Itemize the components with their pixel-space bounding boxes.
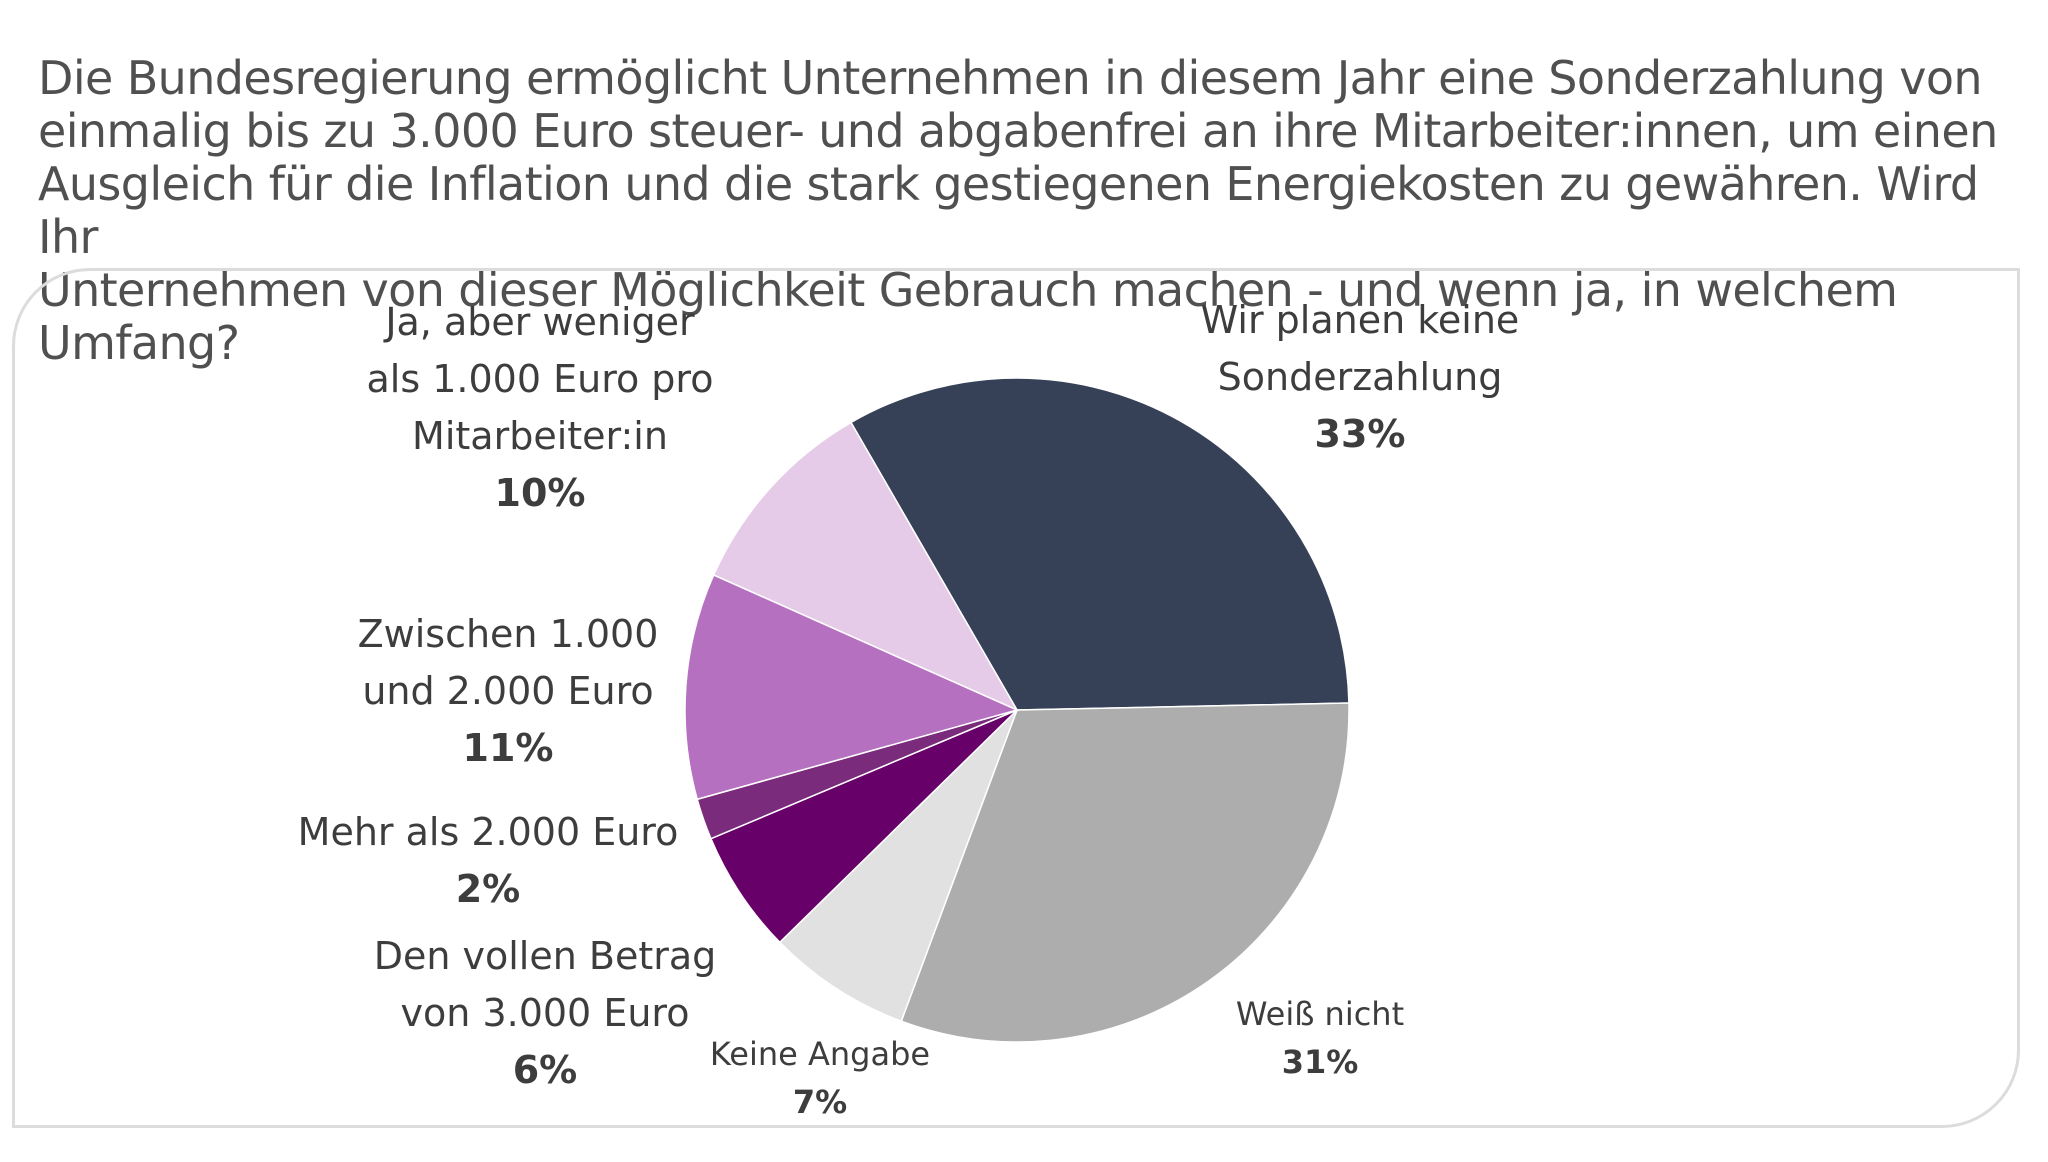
slice-percent: 6% xyxy=(512,1048,578,1092)
slice-percent: 10% xyxy=(494,471,586,515)
pie-slice-1 xyxy=(900,702,1350,1043)
slice-name: Keine Angabe xyxy=(709,1035,931,1073)
chart-frame xyxy=(12,268,2020,1128)
slice-name: Weiß nicht xyxy=(1235,995,1405,1033)
pie-slice-2 xyxy=(778,709,1018,1023)
label-weiss-nicht: Weiß nicht 31% xyxy=(1180,990,1460,1086)
label-keine-angabe: Keine Angabe 7% xyxy=(680,1030,960,1126)
pie-slice-5 xyxy=(684,573,1020,801)
label-zwischen-1000-2000: Zwischen 1.000 und 2.000 Euro 11% xyxy=(318,606,698,777)
label-keine-sonderzahlung: Wir planen keine Sonderzahlung 33% xyxy=(1150,292,1570,463)
slice-name: Ja, aber weniger als 1.000 Euro pro Mita… xyxy=(366,300,714,458)
slice-percent: 33% xyxy=(1314,412,1406,456)
pie-slice-3 xyxy=(709,709,1018,944)
label-voller-betrag: Den vollen Betrag von 3.000 Euro 6% xyxy=(340,928,750,1099)
pie-slice-6 xyxy=(712,421,1019,712)
slice-percent: 2% xyxy=(455,867,521,911)
slice-name: Den vollen Betrag von 3.000 Euro xyxy=(373,934,717,1035)
label-mehr-als-2000: Mehr als 2.000 Euro 2% xyxy=(268,804,708,918)
label-weniger-als-1000: Ja, aber weniger als 1.000 Euro pro Mita… xyxy=(340,294,740,522)
slice-percent: 7% xyxy=(792,1083,848,1121)
question-text: Die Bundesregierung ermöglicht Unternehm… xyxy=(38,51,1998,370)
slice-name: Wir planen keine Sonderzahlung xyxy=(1200,298,1520,399)
slice-percent: 11% xyxy=(462,726,554,770)
slice-name: Zwischen 1.000 und 2.000 Euro xyxy=(357,612,659,713)
slice-name: Mehr als 2.000 Euro xyxy=(297,810,679,854)
slice-percent: 31% xyxy=(1281,1043,1359,1081)
pie-slice-0 xyxy=(849,377,1350,711)
